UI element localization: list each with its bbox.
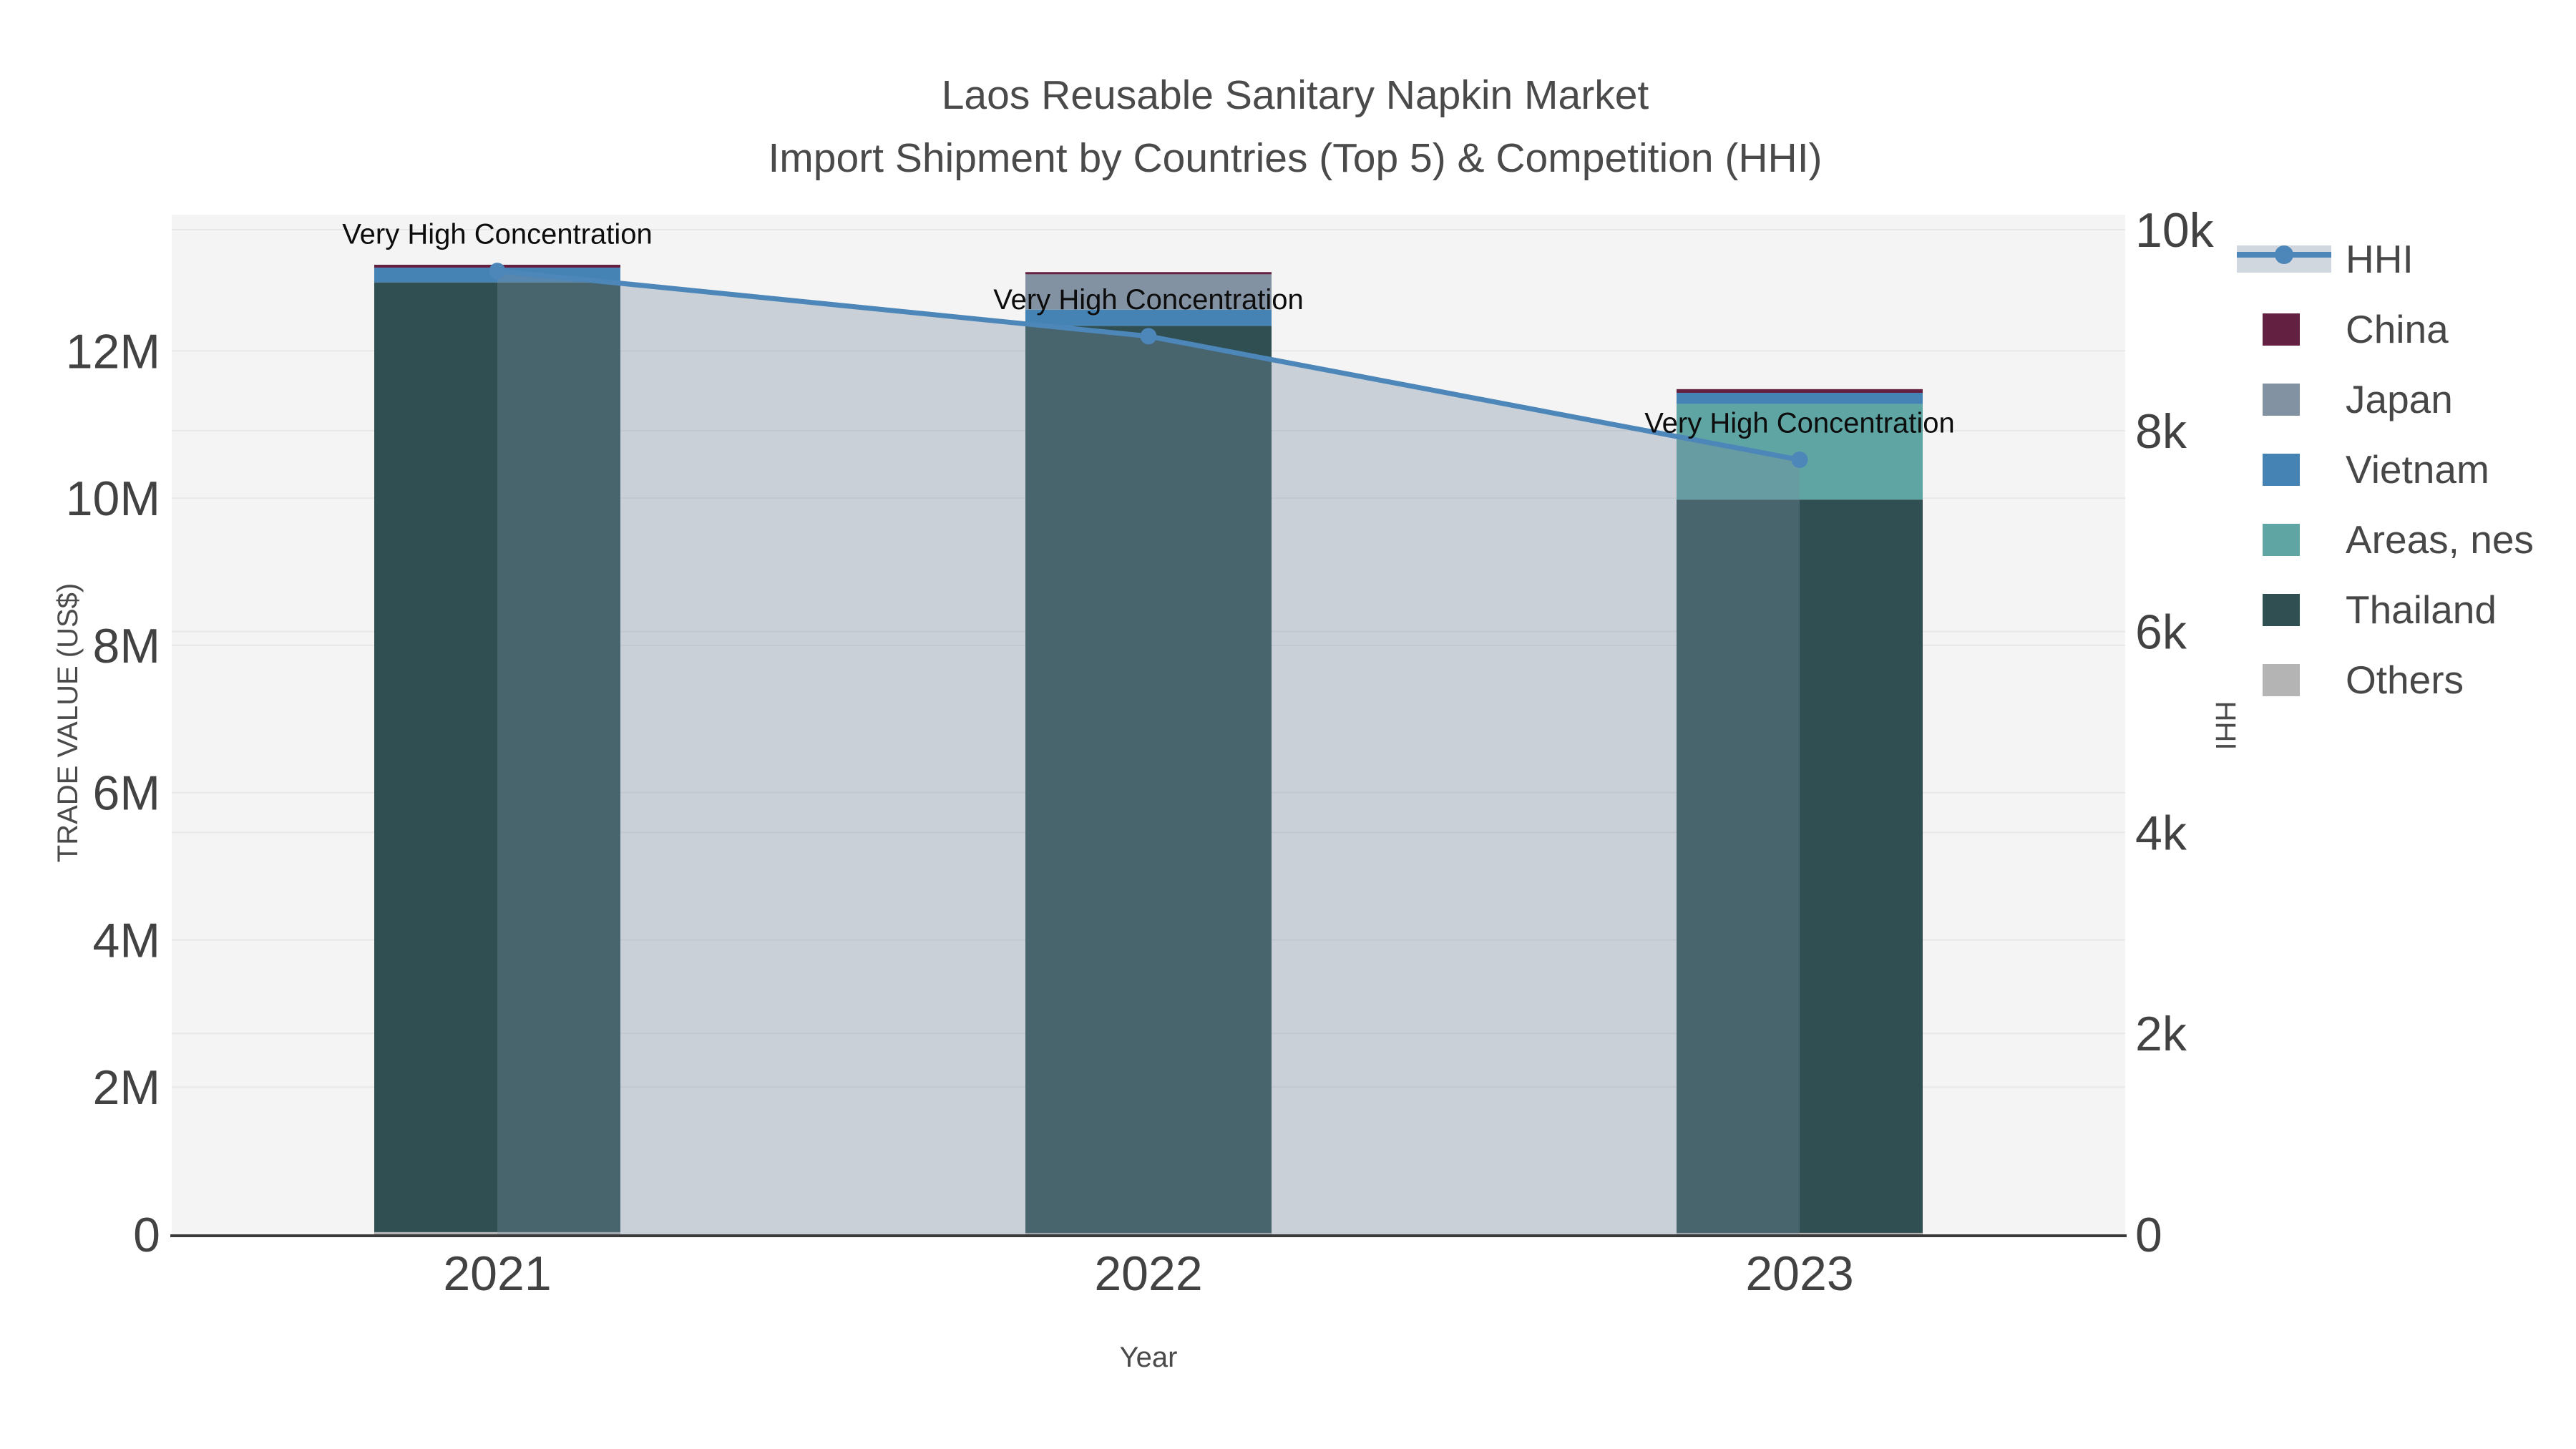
bar-2023-vietnam[interactable] — [1677, 392, 1923, 404]
bar-2021-thailand[interactable] — [374, 282, 620, 1232]
y-axis-title: TRADE VALUE (US$) — [52, 583, 84, 862]
y2-tick-0: 0 — [2135, 1208, 2162, 1262]
bar-2022-vietnam[interactable] — [1025, 309, 1272, 326]
y2-tick-8k: 8k — [2135, 404, 2187, 459]
y-tick-12M: 12M — [66, 324, 160, 379]
legend-item-areas-nes[interactable]: Areas, nes — [2263, 517, 2534, 562]
legend-label-japan: Japan — [2346, 377, 2453, 421]
legend-label-china: China — [2346, 307, 2449, 351]
bar-2022-thailand[interactable] — [1025, 326, 1272, 1233]
legend-swatch-vietnam — [2263, 454, 2300, 486]
hhi-marker-2023[interactable] — [1791, 452, 1808, 469]
y2-tick-10k: 10k — [2135, 203, 2215, 258]
y2-tick-2k: 2k — [2135, 1007, 2187, 1061]
y2-axis-title: HHI — [2210, 701, 2241, 751]
y2-tick-4k: 4k — [2135, 806, 2187, 860]
legend-item-others[interactable]: Others — [2263, 658, 2464, 702]
chart-title-line2: Import Shipment by Countries (Top 5) & C… — [768, 135, 1822, 181]
legend-item-china[interactable]: China — [2263, 307, 2449, 351]
x-tick-2022: 2022 — [1094, 1246, 1202, 1301]
y-tick-10M: 10M — [66, 472, 160, 526]
y-tick-2M: 2M — [93, 1060, 160, 1115]
legend-label-hhi: HHI — [2346, 237, 2414, 281]
annotation-2023: Very High Concentration — [1644, 408, 1955, 439]
legend-swatch-areas-nes — [2263, 524, 2300, 556]
hhi-area — [497, 270, 1800, 1234]
legend-swatch-japan — [2263, 384, 2300, 416]
legend-item-thailand[interactable]: Thailand — [2263, 587, 2497, 632]
x-tick-2021: 2021 — [443, 1246, 551, 1301]
legend: HHI China Japan Vietnam Areas, nes Thailand Ot… — [2237, 237, 2534, 702]
y2-tick-6k: 6k — [2135, 605, 2187, 660]
bar-2021-others[interactable] — [374, 1231, 620, 1234]
bar-2023-thailand[interactable] — [1677, 499, 1923, 1233]
y-tick-4M: 4M — [93, 913, 160, 967]
y-tick-0: 0 — [133, 1208, 160, 1262]
annotation-2022: Very High Concentration — [993, 284, 1304, 316]
x-axis-title: Year — [1120, 1342, 1178, 1373]
legend-item-japan[interactable]: Japan — [2263, 377, 2453, 421]
hhi-marker-2021[interactable] — [489, 263, 506, 280]
bar-2022-china[interactable] — [1025, 272, 1272, 275]
legend-item-vietnam[interactable]: Vietnam — [2263, 447, 2489, 492]
chart-title-line1: Laos Reusable Sanitary Napkin Market — [942, 72, 1649, 118]
y-tick-8M: 8M — [93, 619, 160, 673]
legend-swatch-china — [2263, 313, 2300, 346]
x-tick-2023: 2023 — [1745, 1246, 1853, 1301]
legend-label-others: Others — [2346, 658, 2464, 702]
annotation-layer: Very High Concentration Very High Concent… — [342, 219, 1955, 439]
legend-label-thailand: Thailand — [2346, 587, 2497, 632]
legend-item-hhi[interactable]: HHI — [2237, 237, 2414, 281]
legend-swatch-others — [2263, 664, 2300, 696]
bar-2023-china[interactable] — [1677, 389, 1923, 393]
legend-hhi-marker-swatch — [2275, 245, 2293, 264]
plot-layer — [170, 215, 2127, 1237]
bar-2023-others[interactable] — [1677, 1232, 1923, 1234]
legend-swatch-thailand — [2263, 594, 2300, 626]
bar-2022-others[interactable] — [1025, 1232, 1272, 1234]
tick-label-layer: 0 2M 4M 6M 8M 10M 12M 0 2k 4k 6k 8k 10k 2021 2022 2023 — [66, 203, 2215, 1301]
y-tick-6M: 6M — [93, 766, 160, 821]
hhi-marker-2022[interactable] — [1140, 328, 1157, 345]
bar-2022-japan[interactable] — [1025, 274, 1272, 310]
legend-label-areas-nes: Areas, nes — [2346, 517, 2534, 562]
legend-label-vietnam: Vietnam — [2346, 447, 2489, 492]
annotation-2021: Very High Concentration — [342, 219, 653, 250]
